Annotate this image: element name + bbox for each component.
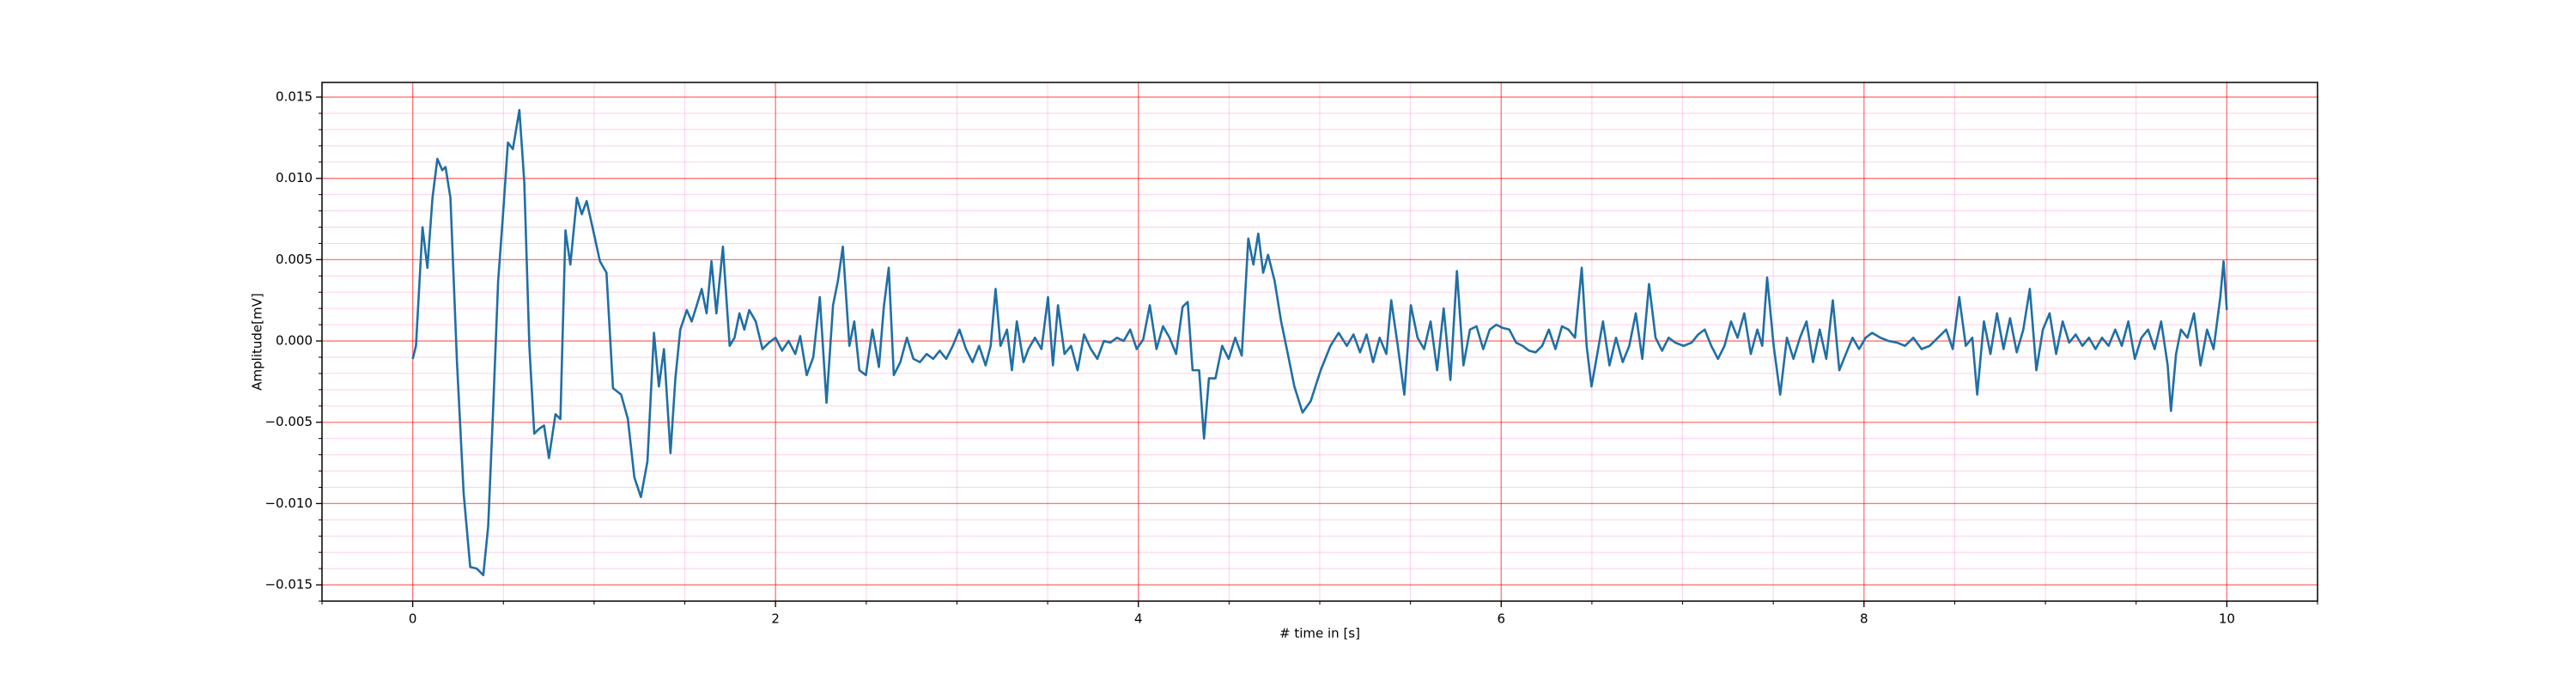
signal-line	[411, 108, 2228, 577]
x-tick-label: 2	[771, 611, 780, 627]
y-tick-label: 0.005	[276, 252, 313, 267]
y-tick-label: 0.010	[276, 170, 313, 185]
x-axis-label: # time in [s]	[1279, 626, 1360, 641]
x-tick-label: 10	[2219, 611, 2235, 627]
x-tick-label: 8	[1860, 611, 1868, 627]
y-tick-label: −0.015	[264, 577, 313, 593]
y-tick-label: −0.005	[264, 414, 313, 429]
y-axis-label: Amplitude[mV]	[250, 293, 265, 390]
plot-frame	[321, 82, 2318, 602]
x-tick-label: 4	[1134, 611, 1143, 627]
x-tick-label: 0	[409, 611, 417, 627]
y-tick-label: 0.000	[276, 333, 313, 349]
y-tick-label: 0.015	[276, 89, 313, 105]
x-tick-label: 6	[1497, 611, 1505, 627]
y-tick-label: −0.010	[264, 495, 313, 511]
